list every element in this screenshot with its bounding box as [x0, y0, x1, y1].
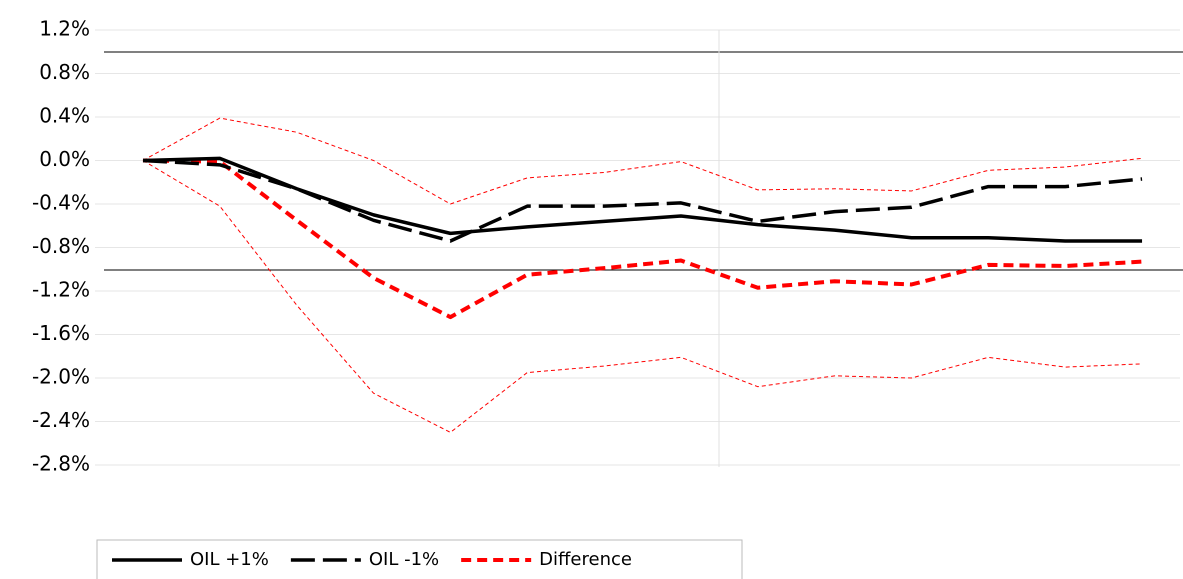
series-line — [142, 158, 1143, 320]
y-tick-label: -2.0% — [32, 365, 90, 389]
legend-label: OIL -1% — [369, 549, 439, 570]
legend-label: Difference — [539, 549, 632, 570]
series-line — [142, 158, 1143, 243]
grid — [95, 29, 1180, 466]
y-tick-label: 1.2% — [39, 17, 90, 41]
y-tick-label: -2.8% — [32, 452, 90, 476]
series-line — [142, 160, 1143, 433]
y-tick-label: 0.0% — [39, 147, 90, 171]
legend-box — [96, 539, 743, 579]
series-line — [142, 117, 1143, 205]
y-tick-label: -1.6% — [32, 321, 90, 345]
y-tick-label: -1.2% — [32, 278, 90, 302]
y-tick-label: 0.4% — [39, 104, 90, 128]
y-tick-label: -2.4% — [32, 408, 90, 432]
series-line — [142, 156, 1143, 243]
legend-label: OIL +1% — [190, 549, 269, 570]
y-tick-label: 0.8% — [39, 60, 90, 84]
y-tick-label: -0.4% — [32, 191, 90, 215]
y-tick-label: -0.8% — [32, 234, 90, 258]
